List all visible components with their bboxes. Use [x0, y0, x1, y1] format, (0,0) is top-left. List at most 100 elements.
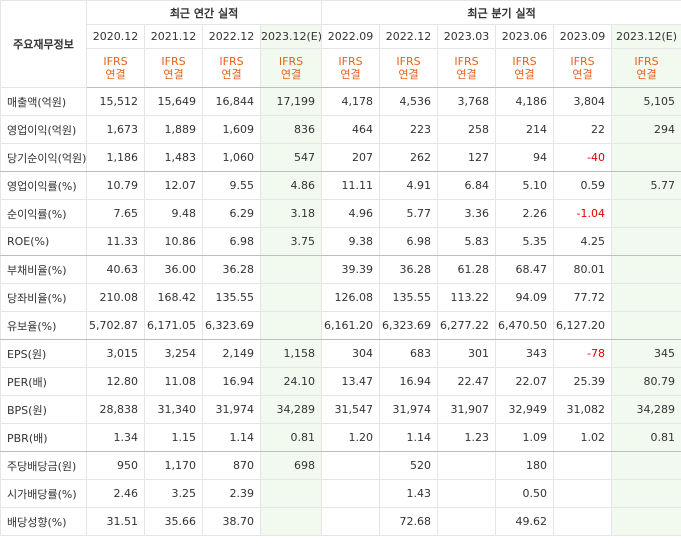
table-cell: 1.09	[495, 423, 555, 452]
table-cell	[611, 311, 681, 340]
table-cell: 36.28	[379, 255, 439, 284]
table-cell: 31,340	[144, 395, 203, 424]
table-cell: 3.25	[144, 479, 203, 508]
table-cell: 0.81	[611, 423, 681, 452]
table-cell: 5,702.87	[86, 311, 145, 340]
table-cell: 1.34	[86, 423, 145, 452]
table-row: 유보율(%) 5,702.87 6,171.05 6,323.69 6,161.20 6,…	[0, 311, 681, 340]
table-cell	[259, 283, 323, 312]
basis-label: 연결	[105, 68, 126, 81]
table-cell: 1,158	[259, 339, 323, 368]
table-cell: 15,649	[144, 87, 203, 116]
table-cell: 36.28	[202, 255, 261, 284]
table-cell: -40	[553, 143, 613, 172]
table-cell: 22.07	[495, 367, 555, 396]
table-cell	[259, 311, 323, 340]
table-cell	[437, 507, 497, 536]
accounting-standard-header: IFRS 연결	[321, 48, 381, 88]
table-cell	[437, 479, 497, 508]
table-cell: 4.86	[259, 171, 323, 200]
period-header: 2023.06	[495, 24, 555, 49]
row-label: EPS(원)	[0, 339, 87, 368]
standard-label: IFRS	[161, 55, 186, 68]
table-cell: 32,949	[495, 395, 555, 424]
table-cell: -78	[553, 339, 613, 368]
table-cell: 40.63	[86, 255, 145, 284]
table-cell	[611, 479, 681, 508]
table-row: 배당성향(%) 31.51 35.66 38.70 72.68 49.62	[0, 507, 681, 536]
basis-label: 연결	[514, 68, 535, 81]
table-cell: 80.79	[611, 367, 681, 396]
table-cell: 15,512	[86, 87, 145, 116]
table-cell	[611, 255, 681, 284]
table-cell: 0.59	[553, 171, 613, 200]
table-cell	[611, 227, 681, 256]
table-cell: 25.39	[553, 367, 613, 396]
basis-label: 연결	[221, 68, 242, 81]
table-cell: 10.79	[86, 171, 145, 200]
annual-section-title: 최근 연간 실적	[85, 0, 323, 25]
table-cell: 1.14	[379, 423, 439, 452]
table-cell	[611, 199, 681, 228]
table-cell: 1.20	[321, 423, 381, 452]
table-cell: 180	[495, 451, 555, 480]
table-cell: 10.86	[144, 227, 203, 256]
standard-label: IFRS	[396, 55, 421, 68]
period-header: 2023.09	[553, 24, 613, 49]
table-cell: 1,673	[86, 115, 145, 144]
table-cell: 6,277.22	[437, 311, 497, 340]
period-header: 2021.12	[144, 24, 203, 49]
table-cell: 31.51	[86, 507, 145, 536]
table-cell: 294	[611, 115, 681, 144]
basis-label: 연결	[636, 68, 657, 81]
row-label: 매출액(억원)	[0, 87, 87, 116]
table-row: EPS(원) 3,015 3,254 2,149 1,158 304 683 301 343 -7…	[0, 339, 681, 368]
table-cell	[321, 479, 381, 508]
table-cell	[611, 283, 681, 312]
table-row: 매출액(억원) 15,512 15,649 16,844 17,199 4,178 4,53…	[0, 87, 681, 116]
accounting-standard-header: IFRS 연결	[495, 48, 555, 88]
table-cell: 94.09	[495, 283, 555, 312]
table-cell	[259, 507, 323, 536]
table-cell: 1.23	[437, 423, 497, 452]
period-header: 2023.12(E)	[259, 24, 323, 49]
table-cell: 38.70	[202, 507, 261, 536]
table-cell: 210.08	[86, 283, 145, 312]
table-row: 시가배당률(%) 2.46 3.25 2.39 1.43 0.50	[0, 479, 681, 508]
standard-label: IFRS	[512, 55, 537, 68]
table-cell: 72.68	[379, 507, 439, 536]
table-cell: 214	[495, 115, 555, 144]
standard-label: IFRS	[570, 55, 595, 68]
table-cell	[437, 451, 497, 480]
accounting-standard-header: IFRS 연결	[553, 48, 613, 88]
table-cell: 6.84	[437, 171, 497, 200]
period-header: 2020.12	[86, 24, 145, 49]
period-header-row: 2020.12 2021.12 2022.12 2023.12(E) 2022.09 20…	[1, 24, 681, 49]
table-row: 부채비율(%) 40.63 36.00 36.28 39.39 36.28 61.28 68.…	[0, 255, 681, 284]
table-cell: 127	[437, 143, 497, 172]
table-cell: 2,149	[202, 339, 261, 368]
basis-label: 연결	[340, 68, 361, 81]
table-cell: 0.50	[495, 479, 555, 508]
table-cell: 6,127.20	[553, 311, 613, 340]
table-cell: 1.15	[144, 423, 203, 452]
table-cell: 31,547	[321, 395, 381, 424]
basis-label: 연결	[163, 68, 184, 81]
table-cell: 3.75	[259, 227, 323, 256]
table-cell	[321, 451, 381, 480]
table-cell: 4.96	[321, 199, 381, 228]
table-cell: 135.55	[202, 283, 261, 312]
table-cell: 3.18	[259, 199, 323, 228]
table-cell: 17,199	[259, 87, 323, 116]
table-cell	[553, 451, 613, 480]
row-label: 당기순이익(억원)	[0, 143, 87, 172]
table-cell	[321, 507, 381, 536]
table-cell: 343	[495, 339, 555, 368]
table-cell: 3,768	[437, 87, 497, 116]
table-cell: 520	[379, 451, 439, 480]
table-cell: 1,186	[86, 143, 145, 172]
table-row: PER(배) 12.80 11.08 16.94 24.10 13.47 16.94 22.4…	[0, 367, 681, 396]
table-cell: 68.47	[495, 255, 555, 284]
table-cell: 135.55	[379, 283, 439, 312]
table-cell: 35.66	[144, 507, 203, 536]
